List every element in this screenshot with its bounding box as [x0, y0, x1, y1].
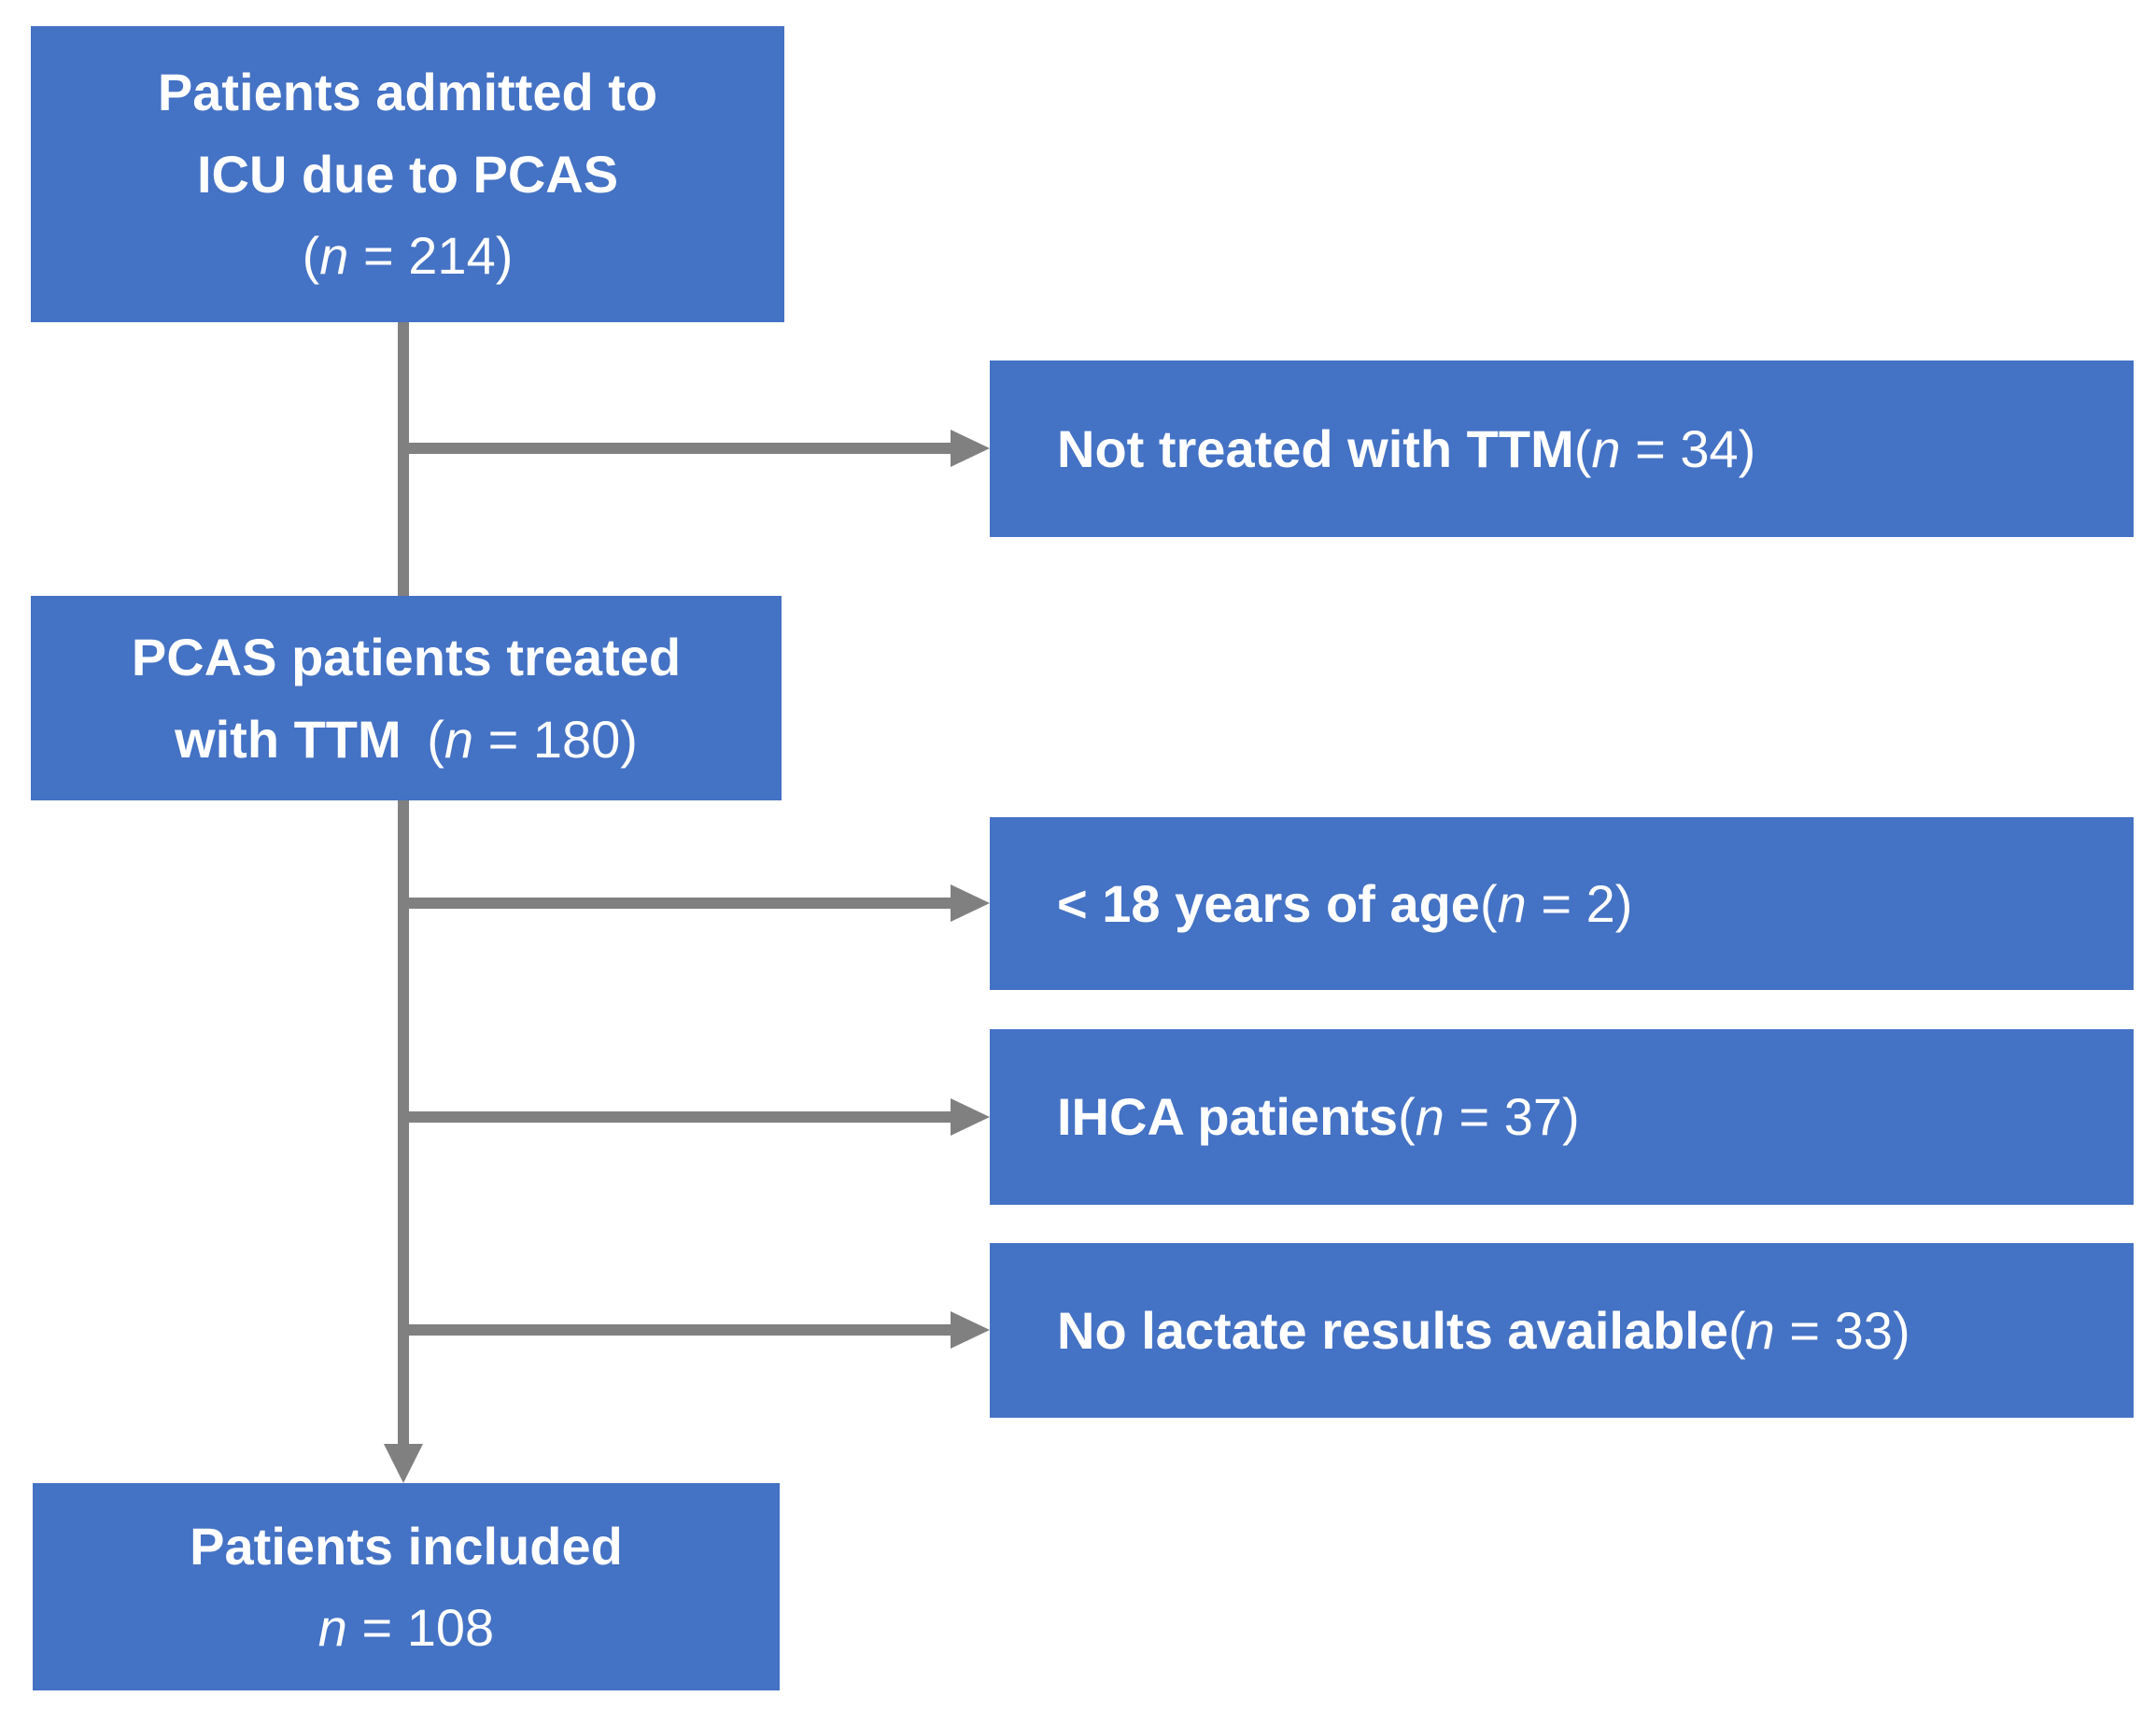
- node-treated-ttm-line1: PCAS patients treated: [131, 628, 682, 687]
- count-n-symbol: n: [1497, 873, 1527, 933]
- count-value: = 2): [1526, 873, 1633, 933]
- count-value: = 180): [473, 709, 638, 769]
- arrowhead-right-ihca: [951, 1098, 990, 1136]
- node-patients-included-line1: Patients included: [190, 1516, 623, 1576]
- count-open: (: [427, 709, 444, 769]
- count-value: = 37): [1444, 1087, 1580, 1147]
- count-n-symbol: n: [1415, 1087, 1444, 1147]
- node-not-treated-ttm: Not treated with TTM (n = 34): [990, 361, 2134, 537]
- node-treated-ttm-line2-label: with TTM: [175, 709, 416, 769]
- node-not-treated-ttm-label: Not treated with TTM: [1057, 418, 1574, 478]
- node-treated-ttm-count: (n = 180): [427, 710, 638, 769]
- node-patients-admitted: Patients admitted to ICU due to PCAS (n …: [31, 26, 784, 322]
- connector-admitted-to-treated: [398, 322, 409, 596]
- count-value: = 33): [1774, 1300, 1910, 1360]
- count-open: (: [1479, 873, 1498, 933]
- count-value: = 34): [1620, 418, 1756, 478]
- node-under-18-count: (n = 2): [1480, 863, 1632, 944]
- node-patients-admitted-line1: Patients admitted to: [157, 63, 658, 122]
- connector-branch-ihca: [403, 1111, 951, 1123]
- node-patients-admitted-count: (n = 214): [303, 215, 514, 296]
- node-not-treated-ttm-count: (n = 34): [1574, 408, 1756, 489]
- count-n-symbol: n: [444, 709, 474, 769]
- count-value: = 214): [348, 226, 514, 286]
- count-value: = 108: [346, 1598, 495, 1657]
- node-patients-included: Patients included n = 108: [33, 1483, 780, 1690]
- count-open: (: [1728, 1300, 1746, 1360]
- node-ihca-patients-label: IHCA patients: [1057, 1087, 1399, 1147]
- count-n-symbol: n: [1745, 1300, 1775, 1360]
- node-ihca-patients-count: (n = 37): [1398, 1076, 1580, 1157]
- node-treated-ttm-line2: with TTM (n = 180): [175, 699, 638, 780]
- arrowhead-down-included: [384, 1444, 423, 1483]
- count-open: (: [302, 226, 320, 286]
- node-no-lactate-label: No lactate results available: [1057, 1300, 1729, 1360]
- node-no-lactate-count: (n = 33): [1728, 1290, 1910, 1371]
- node-under-18-label: < 18 years of age: [1057, 873, 1480, 933]
- count-n-symbol: n: [317, 1598, 347, 1657]
- arrowhead-right-no-lactate: [951, 1311, 990, 1349]
- connector-branch-no-lactate: [403, 1324, 951, 1336]
- node-under-18: < 18 years of age (n = 2): [990, 817, 2134, 990]
- node-ihca-patients: IHCA patients (n = 37): [990, 1029, 2134, 1205]
- node-no-lactate: No lactate results available (n = 33): [990, 1243, 2134, 1418]
- count-open: (: [1573, 418, 1592, 478]
- connector-branch-not-treated: [403, 443, 951, 454]
- count-open: (: [1398, 1087, 1416, 1147]
- node-patients-admitted-line2: ICU due to PCAS: [196, 144, 619, 204]
- connector-branch-under-18: [403, 898, 951, 909]
- node-patients-included-count: n = 108: [318, 1587, 494, 1668]
- count-n-symbol: n: [319, 226, 349, 286]
- count-n-symbol: n: [1591, 418, 1621, 478]
- arrowhead-right-under-18: [951, 884, 990, 922]
- node-treated-ttm: PCAS patients treated with TTM (n = 180): [31, 596, 782, 800]
- arrowhead-right-not-treated: [951, 430, 990, 467]
